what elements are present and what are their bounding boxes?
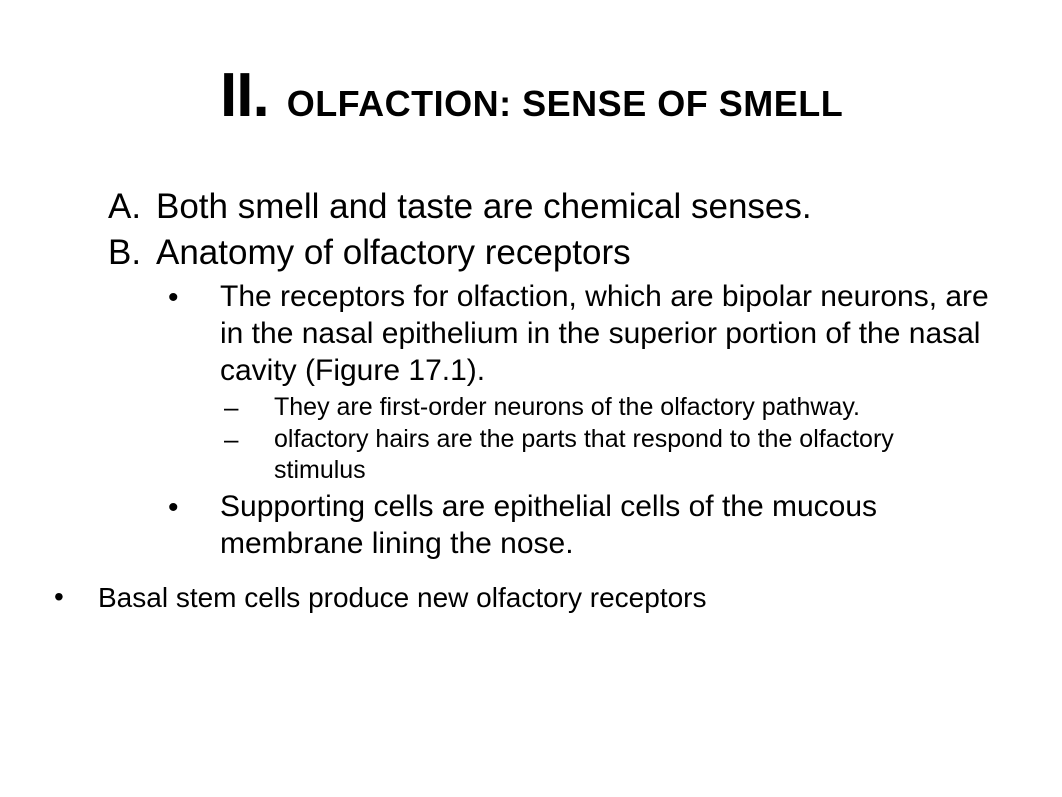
bullet-marker-icon: •	[168, 279, 220, 317]
title-numeral: II.	[220, 60, 269, 131]
dash-marker-icon: –	[224, 424, 274, 454]
subbullet-first-order-text: They are first-order neurons of the olfa…	[274, 392, 860, 423]
subbullet-olfactory-hairs: – olfactory hairs are the parts that res…	[0, 424, 1062, 485]
subbullet-olfactory-hairs-text: olfactory hairs are the parts that respo…	[274, 424, 974, 485]
subbullet-first-order: – They are first-order neurons of the ol…	[0, 392, 1062, 423]
bullet-marker-icon: •	[54, 581, 98, 613]
bullet-basal-stem: • Basal stem cells produce new olfactory…	[0, 581, 1062, 615]
outline-text-b: Anatomy of olfactory receptors	[156, 233, 631, 273]
bullet-marker-icon: •	[168, 489, 220, 527]
outline-label-b: B.	[108, 233, 156, 273]
bullet-supporting-cells: • Supporting cells are epithelial cells …	[0, 489, 1062, 563]
title-text: OLFACTION: SENSE OF SMELL	[287, 83, 844, 125]
slide-title: II. OLFACTION: SENSE OF SMELL	[0, 60, 1062, 131]
outline-label-a: A.	[108, 187, 156, 227]
bullet-basal-stem-text: Basal stem cells produce new olfactory r…	[98, 581, 707, 615]
bullet-receptors: • The receptors for olfaction, which are…	[0, 279, 1062, 390]
dash-marker-icon: –	[224, 392, 274, 422]
bullet-receptors-text: The receptors for olfaction, which are b…	[220, 279, 1000, 390]
outline-item-b: B. Anatomy of olfactory receptors	[0, 233, 1062, 273]
outline-item-a: A. Both smell and taste are chemical sen…	[0, 187, 1062, 227]
slide: II. OLFACTION: SENSE OF SMELL A. Both sm…	[0, 0, 1062, 797]
outline-text-a: Both smell and taste are chemical senses…	[156, 187, 812, 227]
bullet-supporting-cells-text: Supporting cells are epithelial cells of…	[220, 489, 1000, 563]
slide-body: A. Both smell and taste are chemical sen…	[0, 187, 1062, 615]
